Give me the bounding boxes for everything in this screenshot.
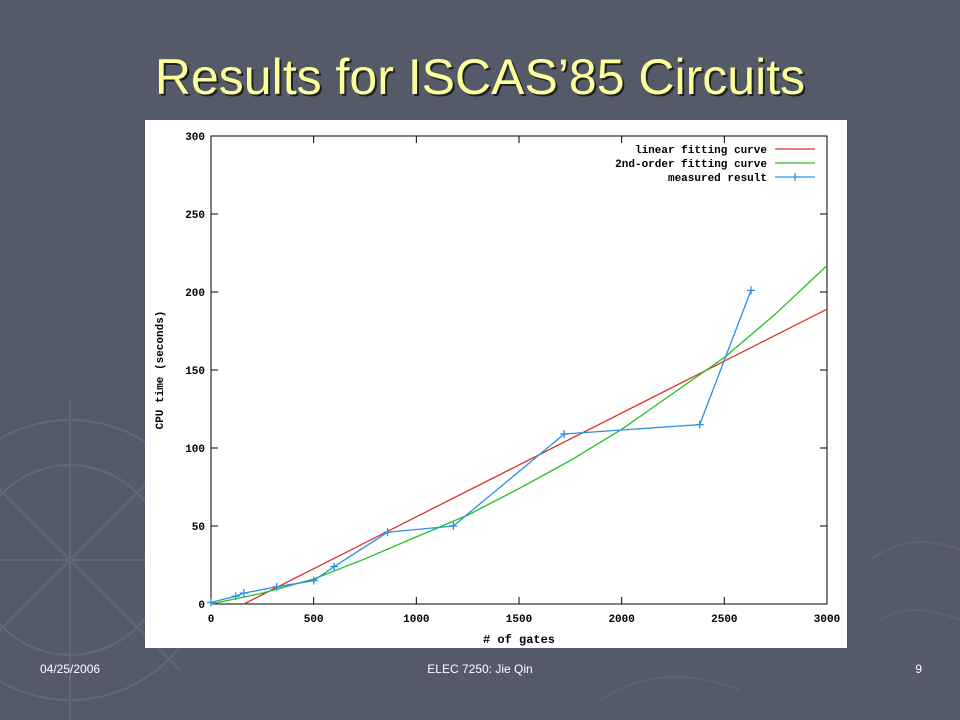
plot-panel: 0 50 100 150 200 250 300 0 500 1000 1500 2000 2500 3… xyxy=(145,120,847,648)
slide-title: Results for ISCAS’85 Circuits xyxy=(154,49,806,105)
x-tick-label: 2000 xyxy=(608,614,634,626)
data-point-marker xyxy=(695,420,704,429)
data-point-marker xyxy=(330,562,339,571)
legend-label: linear fitting curve xyxy=(635,145,767,157)
x-tick-label: 0 xyxy=(208,614,215,626)
footer-date: 04/25/2006 xyxy=(40,662,101,676)
x-tick-label: 1500 xyxy=(506,614,532,626)
x-tick-label: 3000 xyxy=(814,614,840,626)
data-point-marker xyxy=(272,582,281,591)
x-axis: 0 500 1000 1500 2000 2500 3000 xyxy=(208,136,840,626)
data-point-marker xyxy=(207,598,215,607)
y-tick-label: 100 xyxy=(185,444,205,456)
data-point-marker xyxy=(449,522,458,530)
y-tick-label: 250 xyxy=(185,210,205,222)
legend-label: measured result xyxy=(668,173,767,185)
y-tick-label: 0 xyxy=(198,600,205,612)
data-point-marker xyxy=(383,528,392,537)
data-point-marker xyxy=(309,576,318,585)
x-tick-label: 500 xyxy=(304,614,324,626)
y-tick-label: 200 xyxy=(185,288,205,300)
y-tick-label: 150 xyxy=(185,366,205,378)
footer-presenter: ELEC 7250: Jie Qin xyxy=(427,662,533,676)
y-axis-label: CPU time (seconds) xyxy=(155,311,167,430)
series-line-2 xyxy=(210,290,752,604)
series-line-1 xyxy=(210,265,828,605)
legend: linear fitting curve 2nd-order fitting cu… xyxy=(615,145,815,185)
plot-frame xyxy=(210,135,828,605)
data-point-marker xyxy=(747,286,756,295)
data-point-marker xyxy=(560,429,569,438)
data-point-marker xyxy=(231,592,240,601)
x-tick-label: 2500 xyxy=(711,614,737,626)
page-number: 9 xyxy=(915,662,922,676)
data-point-marker xyxy=(239,589,248,598)
legend-label: 2nd-order fitting curve xyxy=(615,159,767,171)
series-line-0 xyxy=(243,308,828,605)
x-tick-label: 1000 xyxy=(403,614,429,626)
cpu-time-chart: 0 50 100 150 200 250 300 0 500 1000 1500 2000 2500 3… xyxy=(155,132,840,647)
y-tick-label: 50 xyxy=(192,522,205,534)
y-axis: 0 50 100 150 200 250 300 xyxy=(185,132,827,612)
x-axis-label: # of gates xyxy=(483,633,555,647)
y-tick-label: 300 xyxy=(185,132,205,144)
series-layer xyxy=(207,265,828,607)
